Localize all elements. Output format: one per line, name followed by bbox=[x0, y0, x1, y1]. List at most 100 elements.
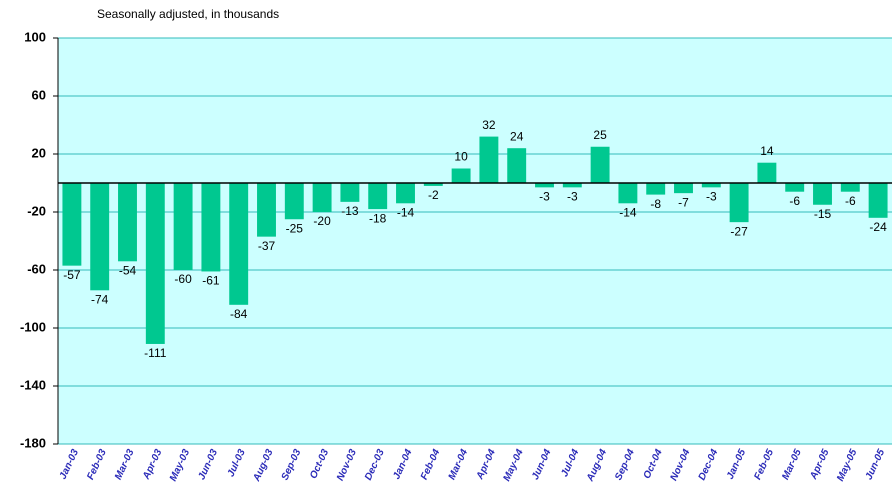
bar bbox=[785, 183, 805, 192]
bar bbox=[646, 183, 666, 195]
x-tick-label: Oct-04 bbox=[642, 447, 665, 480]
data-label: -15 bbox=[814, 207, 832, 221]
data-label: -60 bbox=[174, 272, 192, 286]
x-tick-label: Mar-04 bbox=[447, 447, 471, 481]
bar bbox=[840, 183, 860, 192]
x-tick-label: Apr-03 bbox=[141, 447, 165, 482]
x-tick-label: Sep-03 bbox=[280, 447, 304, 482]
x-tick-label: Jul-04 bbox=[559, 447, 581, 478]
bar bbox=[201, 183, 221, 272]
data-label: -111 bbox=[144, 346, 167, 360]
bar bbox=[868, 183, 888, 218]
y-tick-label: 60 bbox=[32, 87, 46, 102]
data-label: -8 bbox=[650, 197, 661, 211]
data-label: -2 bbox=[428, 188, 439, 202]
data-label: -6 bbox=[845, 194, 856, 208]
x-tick-label: Mar-05 bbox=[780, 447, 804, 481]
data-label: -24 bbox=[869, 220, 887, 234]
bar bbox=[145, 183, 165, 344]
x-tick-label: Aug-03 bbox=[251, 447, 276, 484]
data-label: -6 bbox=[789, 194, 800, 208]
x-tick-label: Feb-04 bbox=[419, 447, 443, 481]
bar bbox=[423, 183, 443, 186]
data-label: -18 bbox=[369, 211, 387, 225]
y-tick-label: -20 bbox=[27, 203, 46, 218]
x-tick-label: Oct-03 bbox=[308, 447, 331, 480]
data-label: 14 bbox=[760, 144, 774, 158]
x-tick-label: Apr-04 bbox=[474, 447, 498, 482]
bar bbox=[396, 183, 415, 204]
bar bbox=[312, 183, 332, 212]
data-label: 32 bbox=[482, 118, 496, 132]
x-tick-label: May-04 bbox=[502, 447, 526, 483]
bar bbox=[257, 183, 276, 237]
data-label: -37 bbox=[258, 239, 276, 253]
data-label: -7 bbox=[678, 195, 689, 209]
y-tick-label: -60 bbox=[27, 261, 46, 276]
bar bbox=[118, 183, 137, 262]
data-label: -27 bbox=[730, 224, 748, 238]
bar bbox=[701, 183, 721, 188]
data-label: -14 bbox=[397, 205, 415, 219]
x-tick-label: Jul-03 bbox=[226, 447, 248, 478]
bar bbox=[229, 183, 249, 305]
bar bbox=[368, 183, 388, 210]
data-label: 10 bbox=[454, 150, 468, 164]
bar bbox=[535, 183, 554, 188]
chart-subtitle: Seasonally adjusted, in thousands bbox=[97, 7, 279, 21]
data-label: -74 bbox=[91, 292, 109, 306]
data-label: -54 bbox=[119, 263, 137, 277]
y-tick-label: -180 bbox=[20, 435, 46, 450]
x-tick-label: May-05 bbox=[835, 447, 859, 483]
x-tick-label: Jun-03 bbox=[196, 447, 220, 481]
plot-area bbox=[58, 38, 892, 444]
y-tick-label: 20 bbox=[32, 145, 46, 160]
bar bbox=[562, 183, 582, 188]
bar bbox=[507, 148, 527, 183]
bar bbox=[479, 136, 499, 183]
data-label: -3 bbox=[539, 190, 550, 204]
x-tick-label: Dec-04 bbox=[697, 447, 721, 482]
x-tick-label: Jun-05 bbox=[864, 447, 888, 481]
bar bbox=[590, 146, 610, 183]
data-label: -14 bbox=[619, 205, 637, 219]
x-tick-label: May-03 bbox=[168, 447, 192, 483]
bar bbox=[757, 162, 777, 183]
x-tick-label: Apr-05 bbox=[808, 447, 832, 482]
x-tick-label: Jan-04 bbox=[391, 447, 415, 481]
x-tick-label: Aug-04 bbox=[584, 447, 609, 484]
data-label: 25 bbox=[593, 128, 607, 142]
bar bbox=[173, 183, 193, 270]
bar bbox=[62, 183, 82, 266]
data-label: -20 bbox=[313, 214, 331, 228]
bar bbox=[451, 168, 471, 183]
x-tick-label: Sep-04 bbox=[613, 447, 637, 482]
bar bbox=[729, 183, 749, 223]
x-tick-label: Mar-03 bbox=[113, 447, 137, 481]
data-label: -3 bbox=[706, 190, 717, 204]
bar bbox=[90, 183, 110, 291]
y-tick-label: 100 bbox=[24, 29, 46, 44]
data-label: 24 bbox=[510, 129, 524, 143]
x-tick-label: Feb-03 bbox=[85, 447, 109, 481]
x-tick-label: Nov-03 bbox=[335, 447, 359, 482]
data-label: -84 bbox=[230, 307, 248, 321]
y-tick-label: -100 bbox=[20, 319, 46, 334]
bar bbox=[284, 183, 304, 220]
data-label: -3 bbox=[567, 190, 578, 204]
bar bbox=[674, 183, 693, 194]
data-label: -13 bbox=[341, 204, 359, 218]
data-label: -25 bbox=[286, 221, 304, 235]
x-tick-label: Jun-04 bbox=[530, 447, 554, 481]
y-tick-label: -140 bbox=[20, 377, 46, 392]
bar bbox=[340, 183, 360, 202]
x-tick-label: Feb-05 bbox=[752, 447, 776, 481]
bar bbox=[813, 183, 832, 205]
data-label: -61 bbox=[202, 274, 220, 288]
x-tick-label: Jan-05 bbox=[725, 447, 749, 481]
x-tick-label: Nov-04 bbox=[669, 447, 693, 482]
x-tick-label: Jan-03 bbox=[58, 447, 82, 481]
bar bbox=[618, 183, 638, 204]
data-label: -57 bbox=[63, 268, 81, 282]
